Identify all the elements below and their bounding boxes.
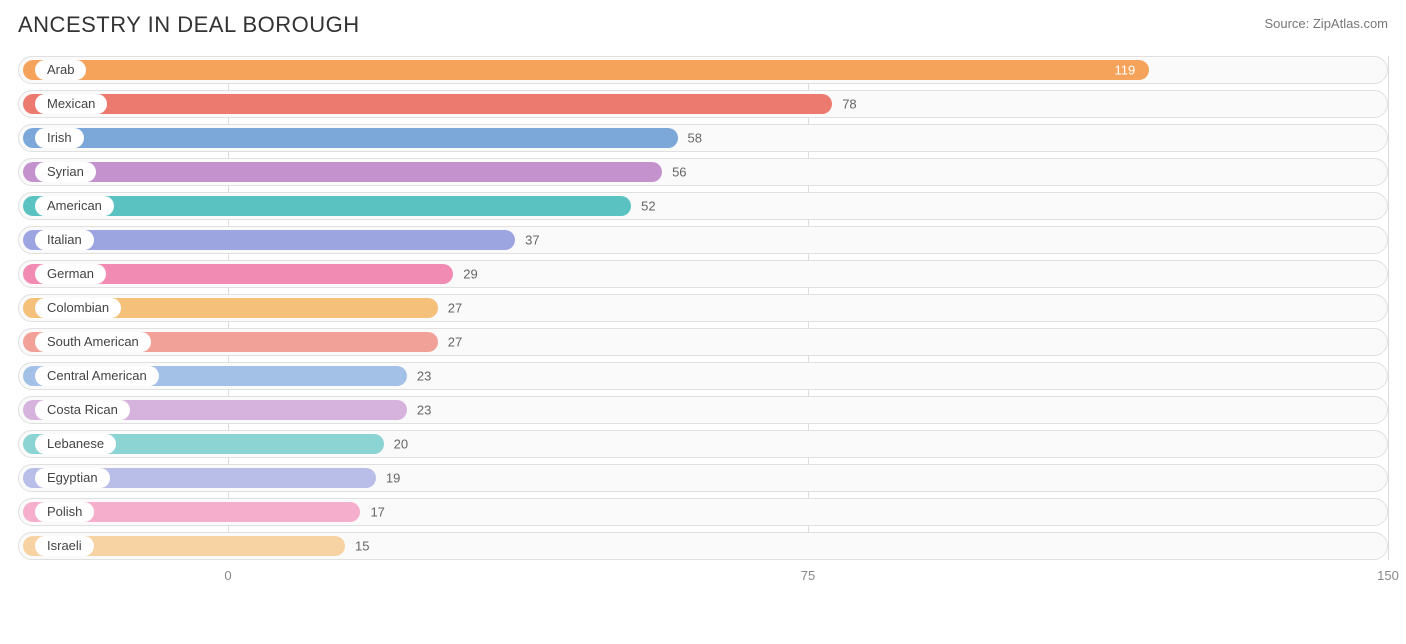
bar: Irish: [23, 128, 678, 148]
bar-row: 15 Israeli: [18, 532, 1388, 560]
bar-label: American: [35, 196, 114, 216]
bar-label: German: [35, 264, 106, 284]
bar-row: Arab 119: [18, 56, 1388, 84]
bar-value: 58: [688, 131, 702, 146]
bar-label: Colombian: [35, 298, 121, 318]
axis-tick: 150: [1377, 568, 1399, 583]
bar-row: 27 South American: [18, 328, 1388, 356]
bar-row: 58 Irish: [18, 124, 1388, 152]
chart-area: Arab 119 78 Mexican 58 Irish 56 Syrian 52 America…: [18, 56, 1388, 588]
bar: Israeli: [23, 536, 345, 556]
bar-label: South American: [35, 332, 151, 352]
bar-label: Israeli: [35, 536, 94, 556]
bar-value: 37: [525, 233, 539, 248]
bar-value: 19: [386, 471, 400, 486]
bar: Arab 119: [23, 60, 1149, 80]
bar: Mexican: [23, 94, 832, 114]
bar-value: 56: [672, 165, 686, 180]
bar-row: 29 German: [18, 260, 1388, 288]
bar-label: Irish: [35, 128, 84, 148]
bar-label: Central American: [35, 366, 159, 386]
bar-value: 23: [417, 369, 431, 384]
bar-value: 29: [463, 267, 477, 282]
bar-value: 27: [448, 301, 462, 316]
bar-label: Costa Rican: [35, 400, 130, 420]
bar-row: 20 Lebanese: [18, 430, 1388, 458]
bar: South American: [23, 332, 438, 352]
bar-value: 23: [417, 403, 431, 418]
bar: Italian: [23, 230, 515, 250]
axis-tick: 0: [224, 568, 231, 583]
bar: Central American: [23, 366, 407, 386]
bar-row: 27 Colombian: [18, 294, 1388, 322]
bar-label: Polish: [35, 502, 94, 522]
bar-value: 17: [370, 505, 384, 520]
bar: Costa Rican: [23, 400, 407, 420]
chart-title: ANCESTRY IN DEAL BOROUGH: [18, 12, 360, 38]
bars-container: Arab 119 78 Mexican 58 Irish 56 Syrian 52 America…: [18, 56, 1388, 560]
bar-value: 119: [1115, 63, 1136, 78]
bar-value: 27: [448, 335, 462, 350]
bar: Egyptian: [23, 468, 376, 488]
bar-label: Mexican: [35, 94, 107, 114]
bar-row: 19 Egyptian: [18, 464, 1388, 492]
bar-label: Lebanese: [35, 434, 116, 454]
axis-tick: 75: [801, 568, 815, 583]
bar-value: 15: [355, 539, 369, 554]
chart-header: ANCESTRY IN DEAL BOROUGH Source: ZipAtla…: [18, 12, 1388, 38]
bar-value: 52: [641, 199, 655, 214]
gridline: [1388, 56, 1389, 560]
bar: Lebanese: [23, 434, 384, 454]
x-axis: 075150: [18, 566, 1388, 588]
bar-label: Egyptian: [35, 468, 110, 488]
bar: German: [23, 264, 453, 284]
bar-row: 52 American: [18, 192, 1388, 220]
bar-row: 17 Polish: [18, 498, 1388, 526]
bar-row: 56 Syrian: [18, 158, 1388, 186]
bar: Polish: [23, 502, 360, 522]
bar-value: 78: [842, 97, 856, 112]
bar: Syrian: [23, 162, 662, 182]
chart-source: Source: ZipAtlas.com: [1264, 16, 1388, 31]
bar-row: 23 Costa Rican: [18, 396, 1388, 424]
bar-row: 37 Italian: [18, 226, 1388, 254]
bar-value: 20: [394, 437, 408, 452]
bar-label: Syrian: [35, 162, 96, 182]
bar-row: 23 Central American: [18, 362, 1388, 390]
bar: American: [23, 196, 631, 216]
bar-label: Italian: [35, 230, 94, 250]
bar-row: 78 Mexican: [18, 90, 1388, 118]
bar-label: Arab: [35, 60, 86, 80]
bar: Colombian: [23, 298, 438, 318]
